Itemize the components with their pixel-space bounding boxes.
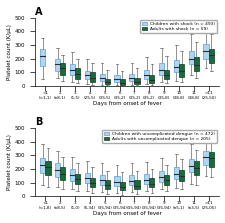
Bar bbox=[178, 64, 183, 76]
Bar bbox=[119, 182, 124, 190]
Bar bbox=[114, 75, 119, 82]
Bar bbox=[188, 51, 193, 64]
Bar bbox=[188, 159, 193, 172]
Bar bbox=[84, 71, 90, 79]
Legend: Children with uncomplicated dengue (n = 472), Adults with uncomplicated dengue (: Children with uncomplicated dengue (n = … bbox=[102, 130, 216, 143]
Bar bbox=[173, 167, 178, 179]
Text: A: A bbox=[35, 7, 42, 17]
Bar bbox=[84, 173, 90, 183]
Bar bbox=[104, 180, 109, 189]
Bar bbox=[99, 74, 104, 81]
Bar bbox=[202, 151, 208, 165]
Text: B: B bbox=[35, 117, 42, 127]
Bar bbox=[55, 59, 60, 71]
Bar bbox=[178, 169, 183, 181]
Bar bbox=[70, 64, 75, 75]
Bar bbox=[129, 175, 134, 185]
Bar bbox=[90, 72, 95, 82]
Bar bbox=[104, 78, 109, 84]
Bar bbox=[114, 176, 119, 186]
Bar bbox=[158, 63, 163, 75]
Bar bbox=[55, 163, 60, 177]
Bar bbox=[148, 75, 154, 83]
Bar bbox=[193, 161, 198, 175]
Bar bbox=[143, 174, 148, 184]
Y-axis label: Platelet count (K/μL): Platelet count (K/μL) bbox=[7, 24, 12, 80]
X-axis label: Days from onset of fever: Days from onset of fever bbox=[92, 101, 161, 106]
Bar bbox=[75, 68, 80, 79]
X-axis label: Days from onset of fever: Days from onset of fever bbox=[92, 211, 161, 216]
Bar bbox=[148, 178, 154, 187]
Bar bbox=[163, 175, 169, 185]
Bar bbox=[134, 180, 139, 189]
Bar bbox=[75, 174, 80, 184]
Legend: Children with shock (n = 493), Adults with shock (n = 59): Children with shock (n = 493), Adults wi… bbox=[140, 20, 216, 33]
Bar bbox=[163, 70, 169, 79]
Bar bbox=[45, 161, 50, 175]
Bar bbox=[208, 49, 213, 63]
Bar bbox=[202, 44, 208, 59]
Bar bbox=[90, 178, 95, 187]
Bar bbox=[129, 74, 134, 81]
Bar bbox=[40, 49, 45, 66]
Bar bbox=[208, 153, 213, 167]
Bar bbox=[60, 167, 65, 180]
Bar bbox=[99, 175, 104, 185]
Bar bbox=[134, 78, 139, 84]
Bar bbox=[158, 171, 163, 182]
Y-axis label: Platelet count (K/μL): Platelet count (K/μL) bbox=[7, 134, 12, 190]
Bar bbox=[173, 60, 178, 72]
Bar bbox=[60, 63, 65, 75]
Bar bbox=[193, 57, 198, 71]
Bar bbox=[40, 158, 45, 173]
Bar bbox=[143, 70, 148, 79]
Bar bbox=[70, 169, 75, 181]
Bar bbox=[119, 79, 124, 85]
